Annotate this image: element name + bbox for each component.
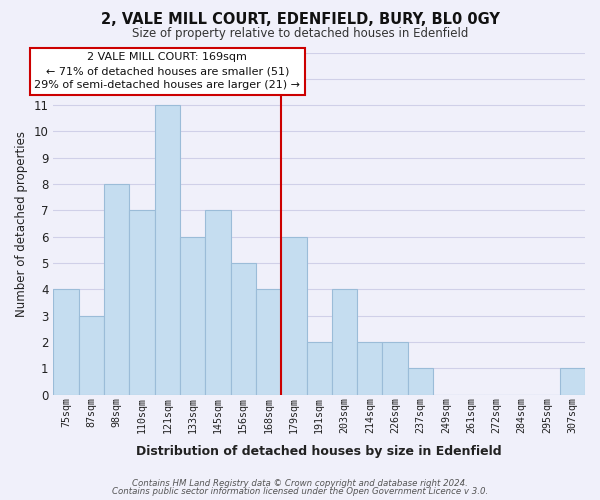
Bar [281,236,307,394]
Bar [104,184,130,394]
Text: Contains HM Land Registry data © Crown copyright and database right 2024.: Contains HM Land Registry data © Crown c… [132,478,468,488]
Bar [205,210,230,394]
Bar [382,342,408,394]
X-axis label: Distribution of detached houses by size in Edenfield: Distribution of detached houses by size … [136,444,502,458]
Bar [357,342,382,394]
Bar [307,342,332,394]
Bar [180,236,205,394]
Y-axis label: Number of detached properties: Number of detached properties [15,130,28,316]
Bar [560,368,585,394]
Text: Size of property relative to detached houses in Edenfield: Size of property relative to detached ho… [132,28,468,40]
Bar [230,263,256,394]
Bar [53,290,79,395]
Bar [408,368,433,394]
Bar [130,210,155,394]
Text: 2, VALE MILL COURT, EDENFIELD, BURY, BL0 0GY: 2, VALE MILL COURT, EDENFIELD, BURY, BL0… [101,12,499,28]
Text: 2 VALE MILL COURT: 169sqm
← 71% of detached houses are smaller (51)
29% of semi-: 2 VALE MILL COURT: 169sqm ← 71% of detac… [34,52,301,90]
Bar [79,316,104,394]
Bar [332,290,357,395]
Text: Contains public sector information licensed under the Open Government Licence v : Contains public sector information licen… [112,487,488,496]
Bar [155,105,180,395]
Bar [256,290,281,395]
